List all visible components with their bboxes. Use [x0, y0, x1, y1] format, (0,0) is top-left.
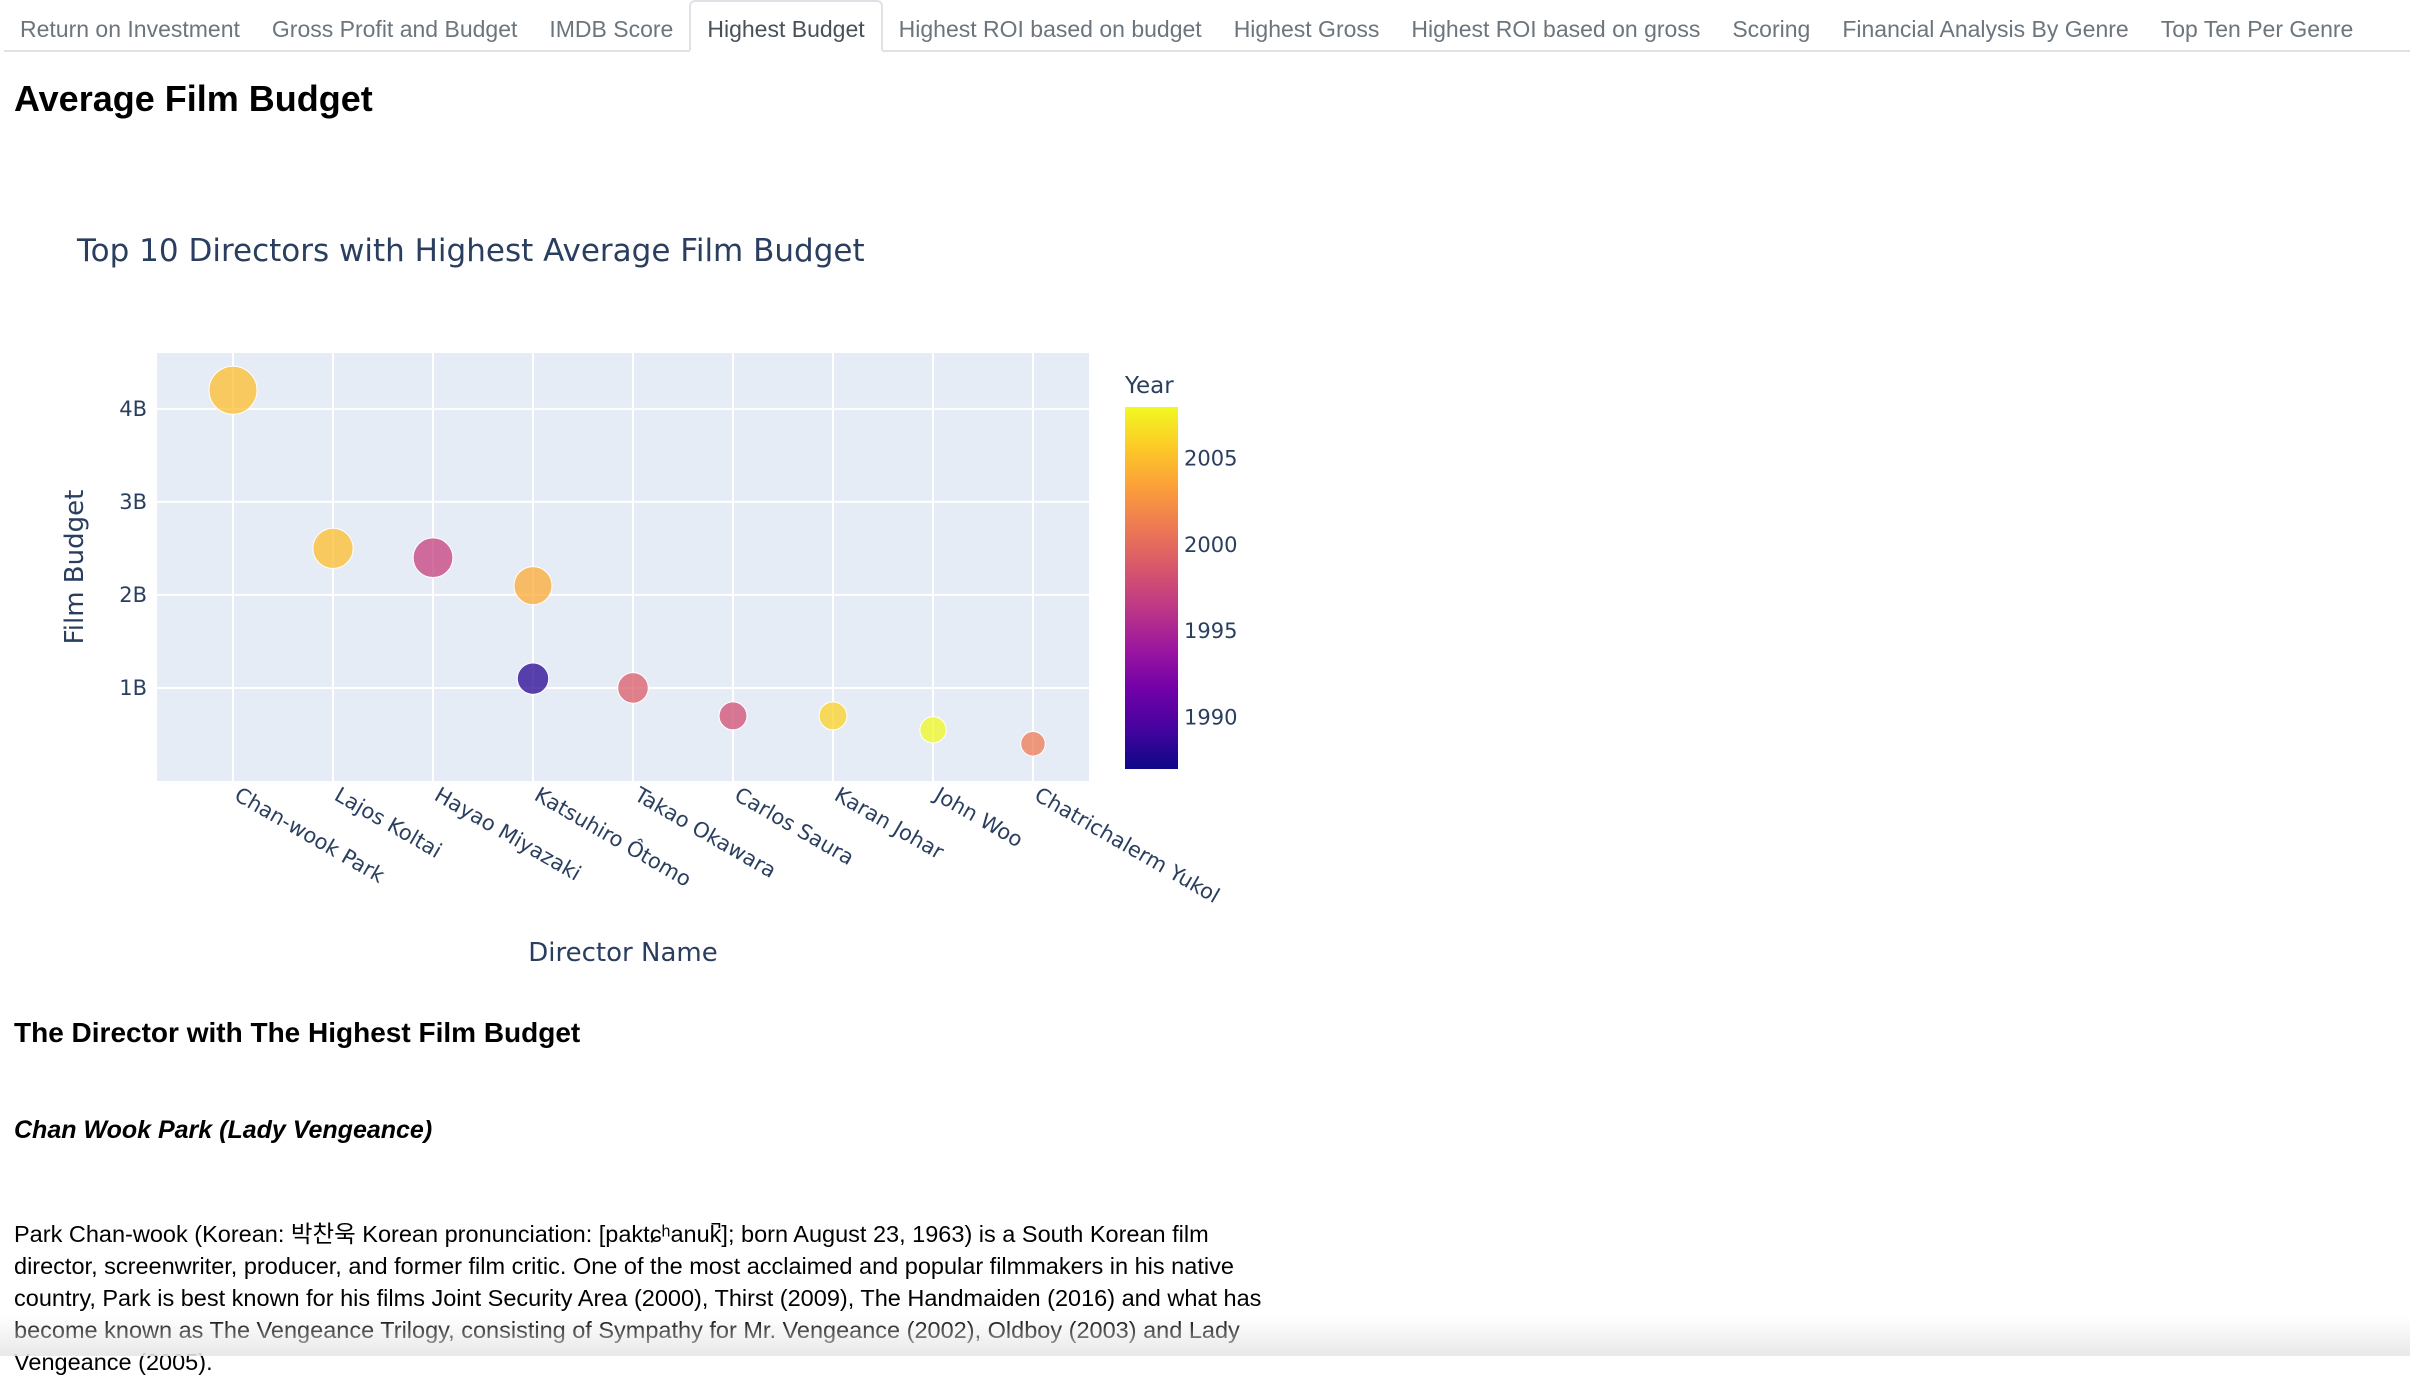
y-tick-label: 3B [119, 490, 147, 514]
colorbar-tick-label: 1995 [1184, 619, 1237, 643]
y-tick-label: 4B [119, 397, 147, 421]
y-axis-ticks: 1B 2B 3B 4B [119, 397, 147, 700]
colorbar-tick-label: 2000 [1184, 533, 1237, 557]
bubble-point[interactable] [719, 702, 747, 730]
bubble-chart: Top 10 Directors with Highest Average Fi… [0, 205, 1300, 985]
colorbar-ticks: 1990 1995 2000 2005 [1184, 447, 1237, 730]
tab-highest-roi-based-on-gross[interactable]: Highest ROI based on gross [1395, 0, 1716, 52]
colorbar-tick-label: 1990 [1184, 705, 1237, 729]
chart-title: Top 10 Directors with Highest Average Fi… [76, 233, 865, 269]
bubble-point[interactable] [514, 567, 552, 605]
y-axis-title: Film Budget [60, 490, 90, 645]
bubble-point[interactable] [413, 538, 453, 578]
plot-area [157, 353, 1089, 781]
bubble-point[interactable] [920, 717, 946, 743]
tab-highest-budget[interactable]: Highest Budget [689, 0, 882, 52]
tab-highest-gross[interactable]: Highest Gross [1218, 0, 1396, 52]
colorbar-tick-label: 2005 [1184, 447, 1237, 471]
bubble-point[interactable] [618, 673, 649, 704]
tab-return-on-investment[interactable]: Return on Investment [4, 0, 256, 52]
page-title: Average Film Budget [14, 78, 373, 120]
bubble-point[interactable] [517, 663, 548, 694]
y-tick-label: 1B [119, 676, 147, 700]
bottom-fade [0, 1316, 2410, 1356]
colorbar [1125, 407, 1178, 769]
tab-financial-analysis-by-genre[interactable]: Financial Analysis By Genre [1826, 0, 2144, 52]
bubble-point[interactable] [1021, 732, 1045, 756]
bubble-point[interactable] [209, 366, 257, 414]
director-heading: The Director with The Highest Film Budge… [14, 1017, 580, 1049]
x-axis-title: Director Name [528, 938, 717, 968]
bubble-point[interactable] [819, 702, 847, 730]
x-tick-label: Chatrichalerm Yukol [1031, 783, 1224, 908]
tab-imdb-score[interactable]: IMDB Score [533, 0, 689, 52]
tab-top-ten-per-genre[interactable]: Top Ten Per Genre [2145, 0, 2370, 52]
tab-scoring[interactable]: Scoring [1716, 0, 1826, 52]
tab-gross-profit-and-budget[interactable]: Gross Profit and Budget [256, 0, 533, 52]
colorbar-title: Year [1124, 373, 1174, 399]
director-film: Chan Wook Park (Lady Vengeance) [14, 1116, 432, 1145]
tab-highest-roi-based-on-budget[interactable]: Highest ROI based on budget [883, 0, 1218, 52]
y-tick-label: 2B [119, 583, 147, 607]
bubble-point[interactable] [313, 528, 353, 568]
